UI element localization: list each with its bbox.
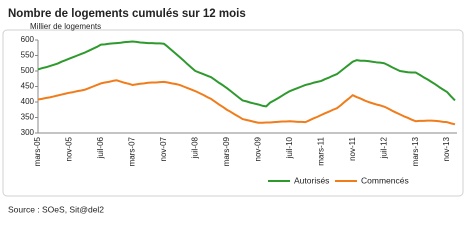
x-tick-label: nov-05 xyxy=(65,136,74,161)
series-line xyxy=(37,40,456,108)
x-tick-label: nov-13 xyxy=(442,136,451,161)
y-tick-label: 550 xyxy=(21,51,35,60)
chart-subtitle: Millier de logements xyxy=(30,22,101,31)
legend-label: Commencés xyxy=(361,175,409,185)
y-tick-label: 400 xyxy=(21,97,35,106)
x-tick-label: mars-13 xyxy=(411,136,420,166)
chart: Nombre de logements cumulés sur 12 mois … xyxy=(2,8,464,214)
y-tick-label: 350 xyxy=(21,113,35,122)
y-tick-label: 300 xyxy=(21,128,35,137)
chart-frame xyxy=(2,29,464,197)
chart-title: Nombre de logements cumulés sur 12 mois xyxy=(8,8,246,20)
series-line xyxy=(37,79,456,126)
y-tick-label: 600 xyxy=(21,35,35,44)
x-tick-label: nov-07 xyxy=(159,136,168,161)
source: Source : SOeS, Sit@del2 xyxy=(8,204,104,214)
x-tick-label: mars-05 xyxy=(33,136,42,166)
y-tick-label: 500 xyxy=(21,66,35,75)
x-tick-label: juil-08 xyxy=(190,136,199,159)
x-tick-label: juil-06 xyxy=(96,136,105,159)
x-tick-label: juil-12 xyxy=(379,136,388,159)
x-tick-label: mars-11 xyxy=(316,136,325,165)
x-tick-label: juil-10 xyxy=(285,136,294,159)
y-tick-label: 450 xyxy=(21,82,35,91)
x-tick-label: mars-07 xyxy=(128,136,137,166)
x-tick-label: mars-09 xyxy=(222,136,231,166)
x-tick-label: nov-09 xyxy=(253,136,262,161)
x-tick-label: nov-11 xyxy=(348,136,357,160)
legend-label: Autorisés xyxy=(294,175,329,185)
